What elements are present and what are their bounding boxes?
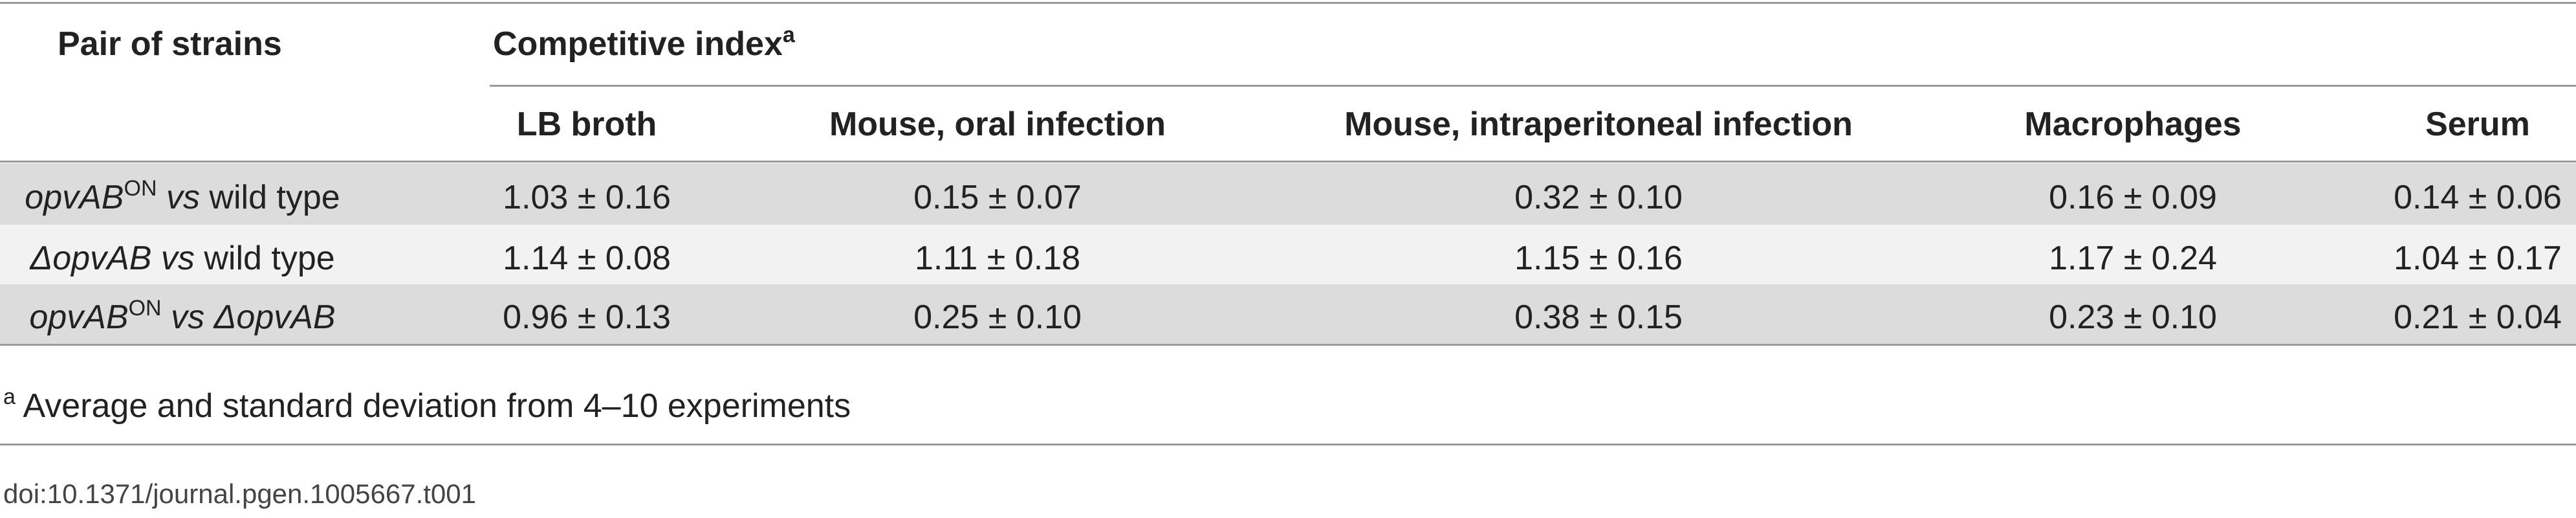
rule [490, 85, 2576, 87]
table-cell: 0.16 ± 0.09 [2049, 179, 2217, 216]
row-band [0, 225, 2576, 284]
table-cell: 1.14 ± 0.08 [503, 240, 671, 277]
table-cell: 0.14 ± 0.06 [2394, 179, 2562, 216]
label-part: wild type [209, 179, 340, 216]
column-header: Serum [2425, 106, 2530, 143]
header-cell: Pair of strains [58, 25, 282, 63]
doi: doi:10.1371/journal.pgen.1005667.t001 [3, 479, 476, 509]
table-cell: 1.17 ± 0.24 [2049, 240, 2217, 277]
rule [0, 444, 2576, 445]
row-band [0, 163, 2576, 225]
label-part: vs [166, 179, 200, 216]
rule [0, 2, 2576, 4]
table-cell: 0.38 ± 0.15 [1514, 298, 1683, 336]
table-cell: 1.04 ± 0.17 [2394, 240, 2562, 277]
table-cell: 0.15 ± 0.07 [913, 179, 1082, 216]
table-cell: 0.25 ± 0.10 [913, 298, 1082, 336]
column-header: LB broth [516, 106, 657, 143]
table-cell: 0.23 ± 0.10 [2049, 298, 2217, 336]
table-cell: 0.96 ± 0.13 [503, 298, 671, 336]
footnote-mark: a [782, 23, 795, 47]
row-label: opvABON vs wild type [25, 176, 340, 217]
column-header: Mouse, intraperitoneal infection [1344, 106, 1853, 143]
table-cell: 0.21 ± 0.04 [2394, 298, 2562, 336]
footnote: a Average and standard deviation from 4–… [3, 385, 851, 425]
header-cell: Competitive indexa [493, 23, 795, 63]
label-part: wild type [204, 240, 335, 277]
row-label: opvABON vs ΔopvAB [29, 296, 336, 337]
label-part: ON [124, 176, 157, 201]
rule [0, 161, 2576, 163]
label-part: vs [171, 298, 205, 336]
rule [0, 344, 2576, 346]
label-part: ON [128, 296, 162, 321]
label-part: vs [160, 240, 195, 277]
row-band [0, 284, 2576, 344]
footnote-mark: a [3, 385, 16, 409]
column-header: Macrophages [2024, 106, 2242, 143]
table-cell: 1.15 ± 0.16 [1514, 240, 1683, 277]
column-header: Mouse, oral infection [829, 106, 1166, 143]
header-text: Competitive index [493, 25, 783, 63]
footnote-text: Average and standard deviation from 4–10… [23, 387, 851, 425]
table-cell: 0.32 ± 0.10 [1514, 179, 1683, 216]
table-cell: 1.03 ± 0.16 [503, 179, 671, 216]
label-part: ΔopvAB [213, 298, 336, 336]
table-cell: 1.11 ± 0.18 [915, 240, 1080, 277]
row-label: ΔopvAB vs wild type [30, 239, 334, 278]
label-part: opvAB [25, 179, 124, 216]
label-part: opvAB [29, 298, 129, 336]
label-part: ΔopvAB [30, 240, 152, 277]
